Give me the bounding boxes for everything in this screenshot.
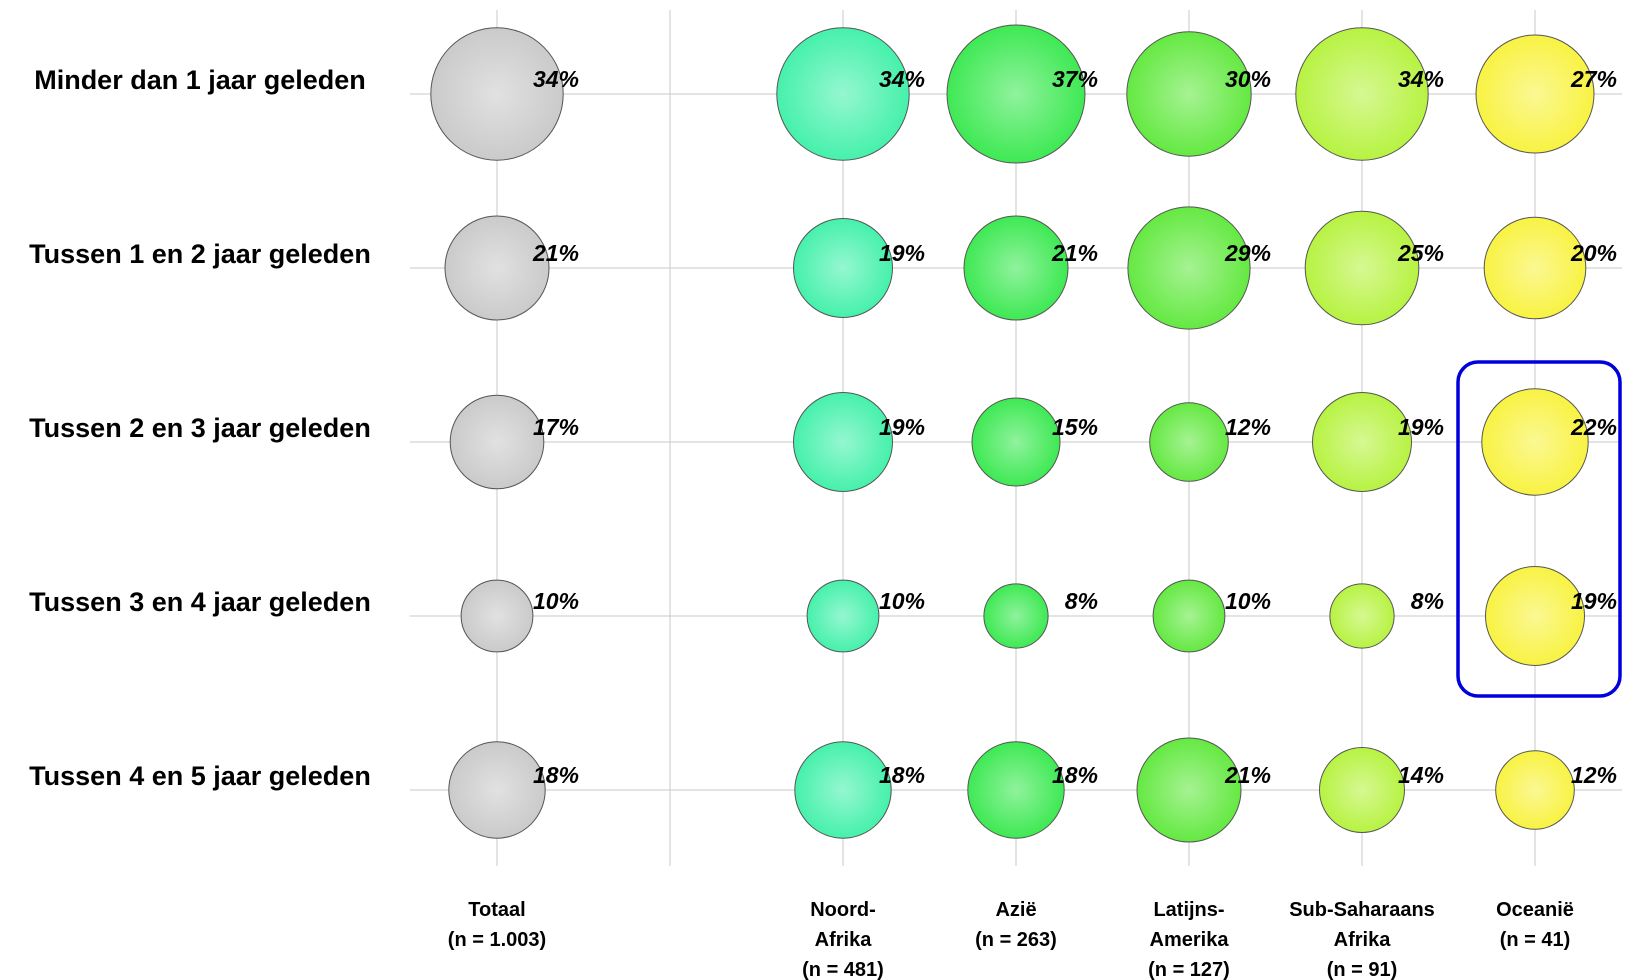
value-label: 12%: [1225, 414, 1271, 440]
highlight-box: [1456, 360, 1622, 698]
column-label: Sub-Saharaans: [1289, 899, 1435, 921]
value-label: 14%: [1398, 762, 1444, 788]
column-label: Noord-: [810, 899, 876, 921]
row-label: Tussen 1 en 2 jaar geleden: [29, 239, 371, 269]
value-label: 19%: [1398, 414, 1444, 440]
column-label: Afrika: [1334, 929, 1392, 951]
bubble: [1149, 402, 1229, 482]
bubble: [794, 741, 892, 839]
column-label: Azië: [995, 899, 1036, 921]
row-label: Tussen 3 en 4 jaar geleden: [29, 587, 371, 617]
bubble: [1127, 206, 1251, 330]
column-label: Amerika: [1150, 929, 1230, 951]
bubble: [444, 215, 550, 321]
bubble: [946, 24, 1086, 164]
column-label: (n = 91): [1327, 959, 1398, 980]
bubble: [430, 27, 564, 161]
value-label: 10%: [879, 588, 925, 614]
bubble: [1295, 27, 1429, 161]
column-label: (n = 127): [1148, 959, 1230, 980]
bubble: [460, 579, 534, 653]
bubble: [1483, 216, 1587, 320]
value-label: 18%: [879, 762, 925, 788]
row-label: Minder dan 1 jaar geleden: [34, 65, 366, 95]
column-label: (n = 481): [802, 959, 884, 980]
bubble: [1312, 392, 1412, 492]
bubble: [1475, 34, 1595, 154]
column-label: (n = 1.003): [448, 929, 546, 951]
column-label: Totaal: [468, 899, 525, 921]
bubble: [983, 583, 1049, 649]
row-label: Tussen 2 en 3 jaar geleden: [29, 413, 371, 443]
column-label: Oceanië: [1496, 899, 1574, 921]
value-label: 19%: [879, 414, 925, 440]
bubble: [967, 741, 1065, 839]
value-label: 19%: [1571, 588, 1617, 614]
bubble: [1485, 566, 1585, 666]
column-label: (n = 41): [1500, 929, 1571, 951]
value-label: 8%: [1411, 588, 1444, 614]
value-label: 21%: [1224, 762, 1271, 788]
value-label: 17%: [533, 414, 579, 440]
value-label: 10%: [1225, 588, 1271, 614]
bubble: [1126, 31, 1252, 157]
bubble: [1319, 747, 1405, 833]
value-label: 12%: [1571, 762, 1617, 788]
value-label: 25%: [1397, 240, 1444, 266]
value-label: 8%: [1065, 588, 1098, 614]
bubbles: [430, 24, 1595, 843]
bubble: [1152, 579, 1226, 653]
value-label: 20%: [1570, 240, 1617, 266]
column-label: Latijns-: [1153, 899, 1224, 921]
bubble: [1495, 750, 1575, 830]
row-label: Tussen 4 en 5 jaar geleden: [29, 761, 371, 791]
value-label: 34%: [879, 66, 925, 92]
value-label: 34%: [533, 66, 579, 92]
bubble: [793, 392, 893, 492]
value-label: 21%: [1051, 240, 1098, 266]
column-label: Afrika: [815, 929, 873, 951]
bubble: [448, 741, 546, 839]
value-label: 10%: [533, 588, 579, 614]
value-label: 22%: [1570, 414, 1617, 440]
value-label: 30%: [1225, 66, 1271, 92]
value-label: 15%: [1052, 414, 1098, 440]
bubble: [1481, 388, 1589, 496]
bubble: [971, 397, 1061, 487]
bubble: [776, 27, 910, 161]
bubble: [1136, 737, 1242, 843]
value-label: 37%: [1052, 66, 1098, 92]
bubble: [806, 579, 880, 653]
bubble: [449, 394, 545, 490]
labels: Minder dan 1 jaar geleden Tussen 1 en 2 j…: [29, 65, 1622, 980]
value-label: 18%: [533, 762, 579, 788]
bubble: [1329, 583, 1395, 649]
bubble: [793, 218, 893, 318]
value-label: 27%: [1570, 66, 1617, 92]
column-label: (n = 263): [975, 929, 1057, 951]
bubble: [1304, 210, 1420, 326]
value-label: 34%: [1398, 66, 1444, 92]
value-label: 19%: [879, 240, 925, 266]
bubble: [963, 215, 1069, 321]
value-label: 29%: [1224, 240, 1271, 266]
value-label: 18%: [1052, 762, 1098, 788]
value-label: 21%: [532, 240, 579, 266]
